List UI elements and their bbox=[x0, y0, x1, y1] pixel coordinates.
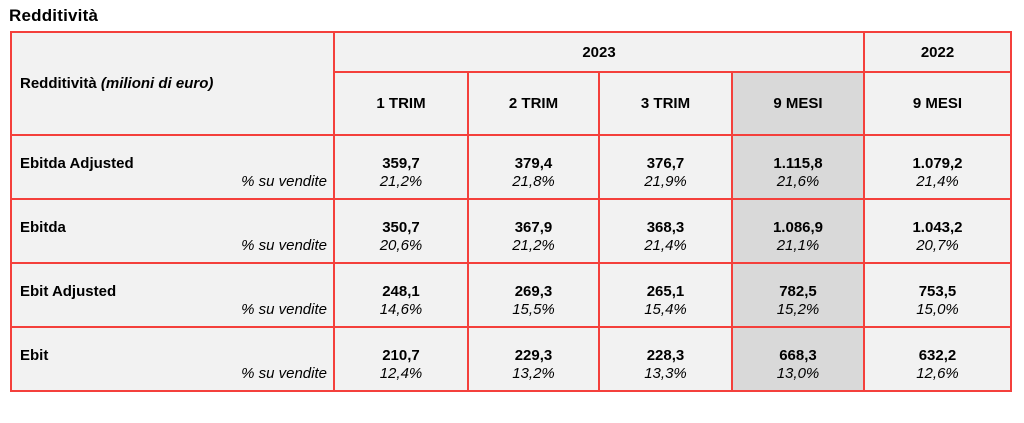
metric-value: 359,7 bbox=[382, 155, 420, 172]
metric-value: 782,5 bbox=[779, 283, 817, 300]
metric-value: 753,5 bbox=[918, 283, 957, 300]
metric-pct: 21,4% bbox=[644, 237, 687, 254]
metric-pct: 12,4% bbox=[379, 365, 423, 382]
metric-value: 367,9 bbox=[514, 219, 553, 236]
value-cell-highlighted: 1.115,8 21,6% bbox=[731, 134, 865, 200]
table-row-ebitda: Ebitda % su vendite 350,7 20,6% 367,9 21… bbox=[10, 198, 1012, 264]
metric-label-cell: Ebit % su vendite bbox=[10, 326, 335, 392]
metric-pct: 13,0% bbox=[776, 365, 820, 382]
value-cell: 376,7 21,9% bbox=[598, 134, 733, 200]
metric-value: 228,3 bbox=[646, 347, 685, 364]
value-cell: 753,5 15,0% bbox=[863, 262, 1012, 328]
table-row-ebit: Ebit % su vendite 210,7 12,4% 229,3 13,2… bbox=[10, 326, 1012, 392]
metric-value: 1.079,2 bbox=[912, 155, 963, 172]
metric-pct: 15,5% bbox=[512, 301, 555, 318]
metric-value: 632,2 bbox=[918, 347, 957, 364]
metric-value: 1.115,8 bbox=[773, 155, 823, 172]
pct-label: % su vendite bbox=[241, 301, 327, 318]
metric-pct: 21,8% bbox=[512, 173, 555, 190]
value-cell: 367,9 21,2% bbox=[467, 198, 600, 264]
metric-pct: 21,4% bbox=[916, 173, 959, 190]
metric-pct: 15,4% bbox=[644, 301, 687, 318]
col-header-3trim: 3 TRIM bbox=[598, 71, 733, 136]
corner-label: Redditività bbox=[20, 75, 97, 92]
metric-pct: 21,2% bbox=[379, 173, 423, 190]
table-row-ebitda-adjusted: Ebitda Adjusted % su vendite 359,7 21,2%… bbox=[10, 134, 1012, 200]
metric-value: 368,3 bbox=[646, 219, 685, 236]
metric-value: 379,4 bbox=[514, 155, 553, 172]
metric-value: 210,7 bbox=[382, 347, 420, 364]
pct-label: % su vendite bbox=[241, 365, 327, 382]
value-cell: 269,3 15,5% bbox=[467, 262, 600, 328]
col-header-1trim: 1 TRIM bbox=[333, 71, 469, 136]
corner-unit-label: (milioni di euro) bbox=[100, 75, 214, 92]
metric-pct: 15,0% bbox=[916, 301, 959, 318]
metric-pct: 21,1% bbox=[776, 237, 820, 254]
metric-value: 269,3 bbox=[514, 283, 553, 300]
metric-label-cell: Ebitda % su vendite bbox=[10, 198, 335, 264]
metric-value: 265,1 bbox=[646, 283, 685, 300]
metric-value: 1.043,2 bbox=[912, 219, 963, 236]
value-cell-highlighted: 782,5 15,2% bbox=[731, 262, 865, 328]
value-cell: 359,7 21,2% bbox=[333, 134, 469, 200]
metric-pct: 13,2% bbox=[512, 365, 555, 382]
col-header-9mesi-2022: 9 MESI bbox=[863, 71, 1012, 136]
pct-label: % su vendite bbox=[241, 237, 327, 254]
metric-name: Ebit Adjusted bbox=[20, 283, 117, 300]
profitability-table: Redditività (milioni di euro) 2023 2022 … bbox=[10, 31, 1012, 392]
metric-name: Ebitda bbox=[20, 219, 66, 236]
metric-value: 1.086,9 bbox=[772, 219, 824, 236]
value-cell-highlighted: 1.086,9 21,1% bbox=[731, 198, 865, 264]
value-cell: 1.079,2 21,4% bbox=[863, 134, 1012, 200]
metric-pct: 15,2% bbox=[776, 301, 820, 318]
metric-label-cell: Ebit Adjusted % su vendite bbox=[10, 262, 335, 328]
value-cell: 248,1 14,6% bbox=[333, 262, 469, 328]
metric-value: 229,3 bbox=[514, 347, 553, 364]
value-cell: 350,7 20,6% bbox=[333, 198, 469, 264]
metric-pct: 14,6% bbox=[379, 301, 423, 318]
col-header-9mesi-2023: 9 MESI bbox=[731, 71, 865, 136]
value-cell: 228,3 13,3% bbox=[598, 326, 733, 392]
metric-pct: 21,2% bbox=[512, 237, 555, 254]
metric-pct: 12,6% bbox=[916, 365, 959, 382]
value-cell: 265,1 15,4% bbox=[598, 262, 733, 328]
value-cell: 368,3 21,4% bbox=[598, 198, 733, 264]
metric-name: Ebitda Adjusted bbox=[20, 155, 134, 172]
metric-name: Ebit bbox=[20, 347, 49, 364]
corner-header-cell: Redditività (milioni di euro) bbox=[10, 31, 335, 136]
value-cell: 632,2 12,6% bbox=[863, 326, 1012, 392]
metric-pct: 20,6% bbox=[379, 237, 423, 254]
table-row-ebit-adjusted: Ebit Adjusted % su vendite 248,1 14,6% 2… bbox=[10, 262, 1012, 328]
metric-label-cell: Ebitda Adjusted % su vendite bbox=[10, 134, 335, 200]
metric-value: 668,3 bbox=[779, 347, 817, 364]
year-header-row: Redditività (milioni di euro) 2023 2022 bbox=[10, 31, 1012, 136]
metric-value: 376,7 bbox=[646, 155, 685, 172]
column-header-row: 1 TRIM 2 TRIM 3 TRIM 9 MESI 9 MESI bbox=[11, 71, 1012, 136]
value-cell: 229,3 13,2% bbox=[467, 326, 600, 392]
metric-value: 350,7 bbox=[382, 219, 420, 236]
metric-pct: 13,3% bbox=[644, 365, 687, 382]
pct-label: % su vendite bbox=[241, 173, 327, 190]
value-cell-highlighted: 668,3 13,0% bbox=[731, 326, 865, 392]
year-header-2023: 2023 bbox=[333, 31, 865, 73]
metric-pct: 21,9% bbox=[644, 173, 687, 190]
value-cell: 210,7 12,4% bbox=[333, 326, 469, 392]
metric-pct: 21,6% bbox=[776, 173, 820, 190]
value-cell: 1.043,2 20,7% bbox=[863, 198, 1012, 264]
year-header-2022: 2022 bbox=[863, 31, 1012, 73]
metric-pct: 20,7% bbox=[916, 237, 959, 254]
value-cell: 379,4 21,8% bbox=[467, 134, 600, 200]
metric-value: 248,1 bbox=[382, 283, 420, 300]
col-header-2trim: 2 TRIM bbox=[467, 71, 600, 136]
page-title: Redditività bbox=[9, 6, 99, 25]
